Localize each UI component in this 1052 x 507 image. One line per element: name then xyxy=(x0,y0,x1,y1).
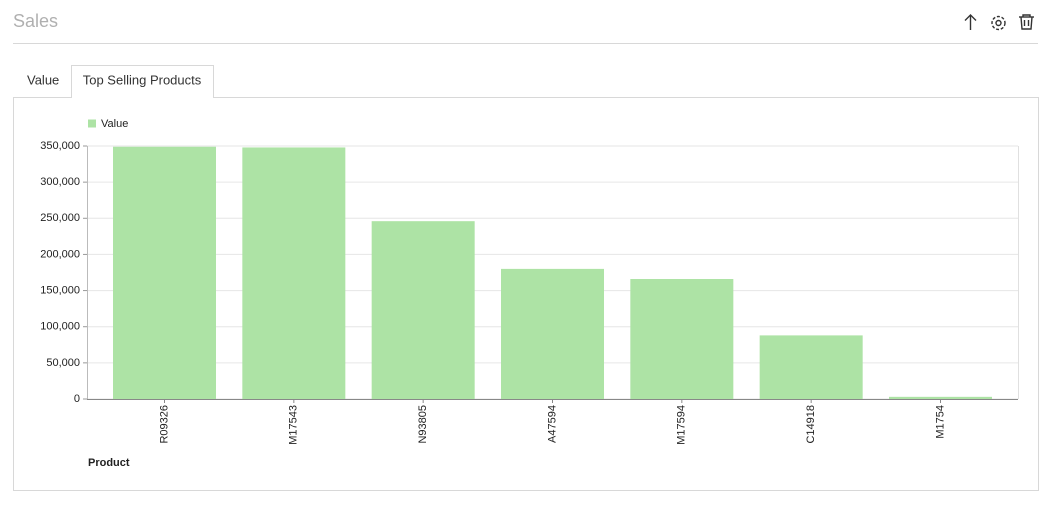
tab[interactable]: Value xyxy=(27,72,59,87)
bar xyxy=(889,396,992,399)
widget-title: Sales xyxy=(13,11,58,31)
y-tick-label: 50,000 xyxy=(46,357,80,369)
bar xyxy=(371,221,475,399)
active-tab[interactable]: Top Selling Products xyxy=(83,72,202,87)
y-tick-label: 150,000 xyxy=(40,284,80,296)
x-tick-label: M17543 xyxy=(288,405,300,445)
legend-swatch xyxy=(88,119,96,128)
x-tick-label: N93805 xyxy=(417,405,429,444)
move-up-icon[interactable] xyxy=(964,14,977,30)
settings-icon[interactable] xyxy=(991,15,1006,31)
x-tick-label: C14918 xyxy=(805,405,817,444)
y-tick-label: 0 xyxy=(74,393,80,405)
bar xyxy=(630,279,734,399)
x-axis-title: Product xyxy=(88,457,130,469)
y-tick-label: 200,000 xyxy=(40,248,80,260)
bar xyxy=(242,147,346,399)
y-tick-label: 100,000 xyxy=(40,321,80,333)
x-tick-label: M17594 xyxy=(676,405,688,445)
bar xyxy=(113,146,216,399)
bar xyxy=(759,335,863,399)
bar xyxy=(501,268,604,399)
legend-label: Value xyxy=(101,118,128,130)
y-tick-label: 300,000 xyxy=(40,176,80,188)
y-tick-label: 350,000 xyxy=(40,140,80,152)
x-tick-label: A47594 xyxy=(546,405,558,443)
x-tick-label: R09326 xyxy=(158,405,170,444)
delete-icon[interactable] xyxy=(1019,14,1034,30)
x-tick-label: M1754 xyxy=(934,405,946,439)
y-tick-label: 250,000 xyxy=(40,212,80,224)
